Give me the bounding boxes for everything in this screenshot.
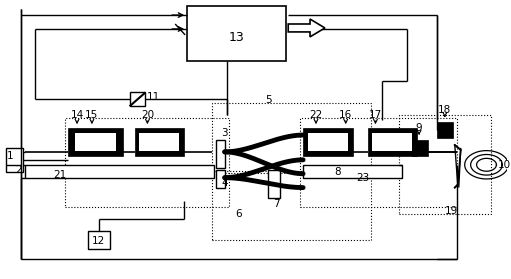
Bar: [367, 128, 417, 156]
Bar: [75, 133, 115, 151]
Text: 8: 8: [335, 167, 341, 177]
Text: 3: 3: [221, 128, 228, 138]
Text: 20: 20: [141, 110, 154, 120]
Polygon shape: [288, 19, 325, 37]
Bar: [88, 231, 110, 249]
Bar: [212, 173, 370, 240]
Bar: [303, 128, 353, 156]
Text: 18: 18: [438, 105, 452, 115]
Text: 14: 14: [71, 110, 84, 120]
Bar: [373, 133, 412, 151]
Bar: [65, 118, 229, 207]
Bar: [6, 148, 24, 172]
Text: 1: 1: [7, 151, 14, 161]
Text: 5: 5: [265, 95, 272, 105]
Text: 13: 13: [229, 31, 245, 44]
Text: 2: 2: [15, 165, 22, 175]
Bar: [303, 165, 402, 178]
Bar: [26, 165, 214, 178]
Text: 23: 23: [356, 173, 369, 183]
Bar: [300, 118, 457, 207]
Text: 4: 4: [221, 178, 228, 188]
Text: 17: 17: [369, 110, 382, 120]
Bar: [399, 115, 492, 214]
Bar: [130, 92, 146, 106]
Bar: [212, 103, 370, 171]
Text: 11: 11: [147, 92, 160, 102]
Text: 19: 19: [445, 206, 458, 217]
Bar: [437, 122, 453, 138]
Bar: [134, 128, 184, 156]
Bar: [308, 133, 347, 151]
Text: 21: 21: [54, 170, 67, 180]
Text: 15: 15: [85, 110, 99, 120]
Bar: [268, 170, 281, 198]
Bar: [216, 170, 225, 187]
Text: 9: 9: [416, 123, 423, 133]
Bar: [140, 133, 179, 151]
Text: 16: 16: [339, 110, 353, 120]
Text: 22: 22: [309, 110, 322, 120]
Bar: [187, 6, 286, 61]
Text: 7: 7: [273, 199, 280, 210]
Text: 6: 6: [236, 209, 242, 219]
Bar: [68, 128, 123, 156]
Text: 10: 10: [498, 160, 511, 170]
Bar: [412, 140, 428, 156]
Bar: [216, 140, 225, 168]
Text: 12: 12: [92, 236, 105, 246]
